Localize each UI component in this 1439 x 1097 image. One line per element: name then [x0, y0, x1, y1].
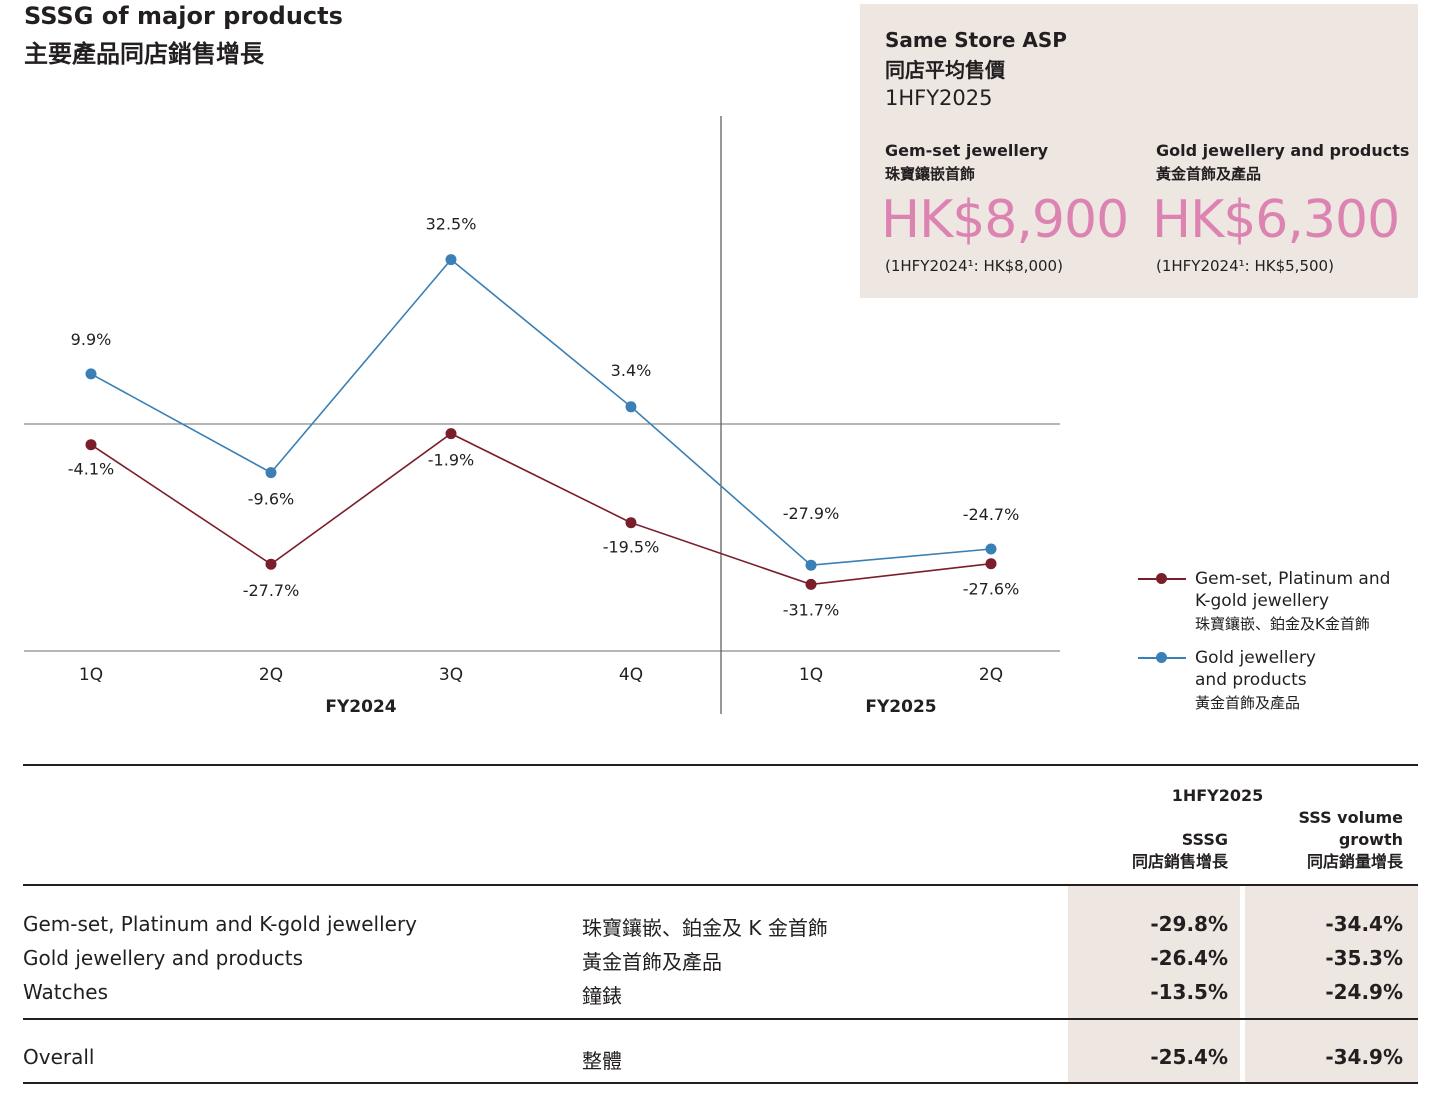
asp-gem-set-comparison: (1HFY2024¹: HK$8,000): [885, 257, 1063, 275]
data-point: [445, 254, 457, 266]
total-label: Overall: [23, 1045, 95, 1069]
asp-panel-title-chinese: 同店平均售價: [885, 58, 1005, 82]
data-label: -27.9%: [783, 504, 840, 523]
data-point: [805, 559, 817, 571]
table-top-rule: [23, 764, 1418, 766]
data-label: -27.7%: [243, 581, 300, 600]
asp-period: 1HFY2025: [885, 86, 993, 110]
volume-column-shade: [1245, 886, 1418, 1082]
x-tick-label: 1Q: [799, 665, 823, 685]
chart-title-chinese: 主要產品同店銷售增長: [24, 40, 264, 68]
legend-label-gold-line2: and products: [1195, 670, 1307, 690]
row-sssg-value: -29.8%: [1150, 912, 1228, 936]
asp-gem-set-label: Gem-set jewellery: [885, 141, 1048, 160]
x-group-label: FY2024: [325, 697, 396, 717]
table-period-header: 1HFY2025: [1171, 786, 1264, 805]
table-header-volume-chinese: 同店銷量增長: [1306, 852, 1403, 871]
legend-marker-gold: [1156, 652, 1167, 663]
row-label: Watches: [23, 980, 108, 1004]
data-point: [445, 428, 457, 440]
total-sssg-value: -25.4%: [1150, 1045, 1228, 1069]
chart-title: SSSG of major products: [24, 2, 343, 30]
data-label: 3.4%: [611, 361, 652, 380]
data-label: -4.1%: [68, 460, 114, 479]
asp-gold-value: HK$6,300: [1152, 190, 1400, 250]
asp-gold-label: Gold jewellery and products: [1156, 141, 1410, 160]
x-tick-label: 2Q: [979, 665, 1003, 685]
legend-label-gem-set-line2: K-gold jewellery: [1195, 591, 1330, 611]
table-header-rule: [23, 884, 1418, 886]
legend-item-gold: Gold jewellery and products 黃金首飾及產品: [1138, 645, 1418, 715]
chart-axes: [24, 116, 1060, 714]
data-point: [265, 467, 277, 479]
x-tick-label: 2Q: [259, 665, 283, 685]
chart-tick-labels: 1Q 2Q 3Q 4Q 1Q 2Q FY2024 FY2025: [79, 665, 1003, 717]
row-label-chinese: 黃金首飾及產品: [582, 950, 722, 974]
data-point: [85, 368, 97, 380]
row-volume-value: -35.3%: [1325, 946, 1403, 970]
row-label: Gold jewellery and products: [23, 946, 304, 970]
total-volume-value: -34.9%: [1325, 1045, 1403, 1069]
sssg-line-chart: -4.1% -27.7% -1.9% -19.5% -31.7% -27.6% 9.9% -9…: [24, 116, 1060, 717]
data-point: [985, 543, 997, 555]
data-point: [985, 558, 997, 570]
table-header-sssg-chinese: 同店銷售增長: [1131, 852, 1228, 871]
series-line-gold: [90, 258, 992, 567]
total-label-chinese: 整體: [582, 1049, 622, 1073]
data-label: 32.5%: [426, 215, 477, 234]
legend-label-gold-chinese: 黃金首飾及產品: [1195, 694, 1301, 712]
same-store-asp-panel: Same Store ASP 同店平均售價 1HFY2025 Gem-set j…: [860, 4, 1418, 298]
data-point: [625, 517, 637, 529]
legend-label-gem-set-line1: Gem-set, Platinum and: [1195, 569, 1391, 589]
legend-label-gold-line1: Gold jewellery: [1195, 648, 1316, 668]
data-label: -19.5%: [603, 538, 660, 557]
data-point: [805, 578, 817, 590]
row-label-chinese: 珠寶鑲嵌、鉑金及 K 金首飾: [582, 916, 828, 940]
data-label: -27.6%: [963, 580, 1020, 599]
legend-marker-gem-set: [1156, 573, 1167, 584]
data-label: -31.7%: [783, 600, 840, 619]
x-tick-label: 4Q: [619, 665, 643, 685]
x-tick-label: 1Q: [79, 665, 103, 685]
asp-gold-comparison: (1HFY2024¹: HK$5,500): [1156, 257, 1334, 275]
data-point: [85, 439, 97, 451]
row-sssg-value: -26.4%: [1150, 946, 1228, 970]
series-line-gem-set: [90, 432, 992, 586]
asp-gem-set-label-chinese: 珠寶鑲嵌首飾: [885, 165, 976, 183]
data-label: 9.9%: [71, 330, 112, 349]
table-header-volume-line1: SSS volume: [1298, 808, 1403, 827]
chart-data-labels: -4.1% -27.7% -1.9% -19.5% -31.7% -27.6% 9.9% -9…: [68, 215, 1020, 620]
row-label: Gem-set, Platinum and K-gold jewellery: [23, 912, 418, 936]
table-header-sssg: SSSG: [1181, 830, 1228, 849]
data-point: [625, 401, 637, 413]
row-sssg-value: -13.5%: [1150, 980, 1228, 1004]
asp-gold-label-chinese: 黃金首飾及產品: [1156, 165, 1262, 183]
data-label: -24.7%: [963, 505, 1020, 524]
x-tick-label: 3Q: [439, 665, 463, 685]
row-label-chinese: 鐘錶: [582, 984, 622, 1008]
table-header-volume-line2: growth: [1338, 830, 1403, 849]
table-total-rule: [23, 1018, 1418, 1020]
asp-gem-set-value: HK$8,900: [881, 190, 1129, 250]
sssg-column-shade: [1068, 886, 1240, 1082]
row-volume-value: -34.4%: [1325, 912, 1403, 936]
chart-series: [85, 254, 997, 590]
data-label: -9.6%: [248, 490, 294, 509]
legend-item-gem-set: Gem-set, Platinum and K-gold jewellery 珠…: [1138, 566, 1418, 636]
row-volume-value: -24.9%: [1325, 980, 1403, 1004]
x-group-label: FY2025: [865, 697, 936, 717]
asp-panel-title: Same Store ASP: [885, 28, 1067, 52]
table-bottom-rule: [23, 1082, 1418, 1084]
data-point: [265, 558, 277, 570]
legend-label-gem-set-chinese: 珠寶鑲嵌、鉑金及K金首飾: [1195, 615, 1370, 633]
data-label: -1.9%: [428, 451, 474, 470]
